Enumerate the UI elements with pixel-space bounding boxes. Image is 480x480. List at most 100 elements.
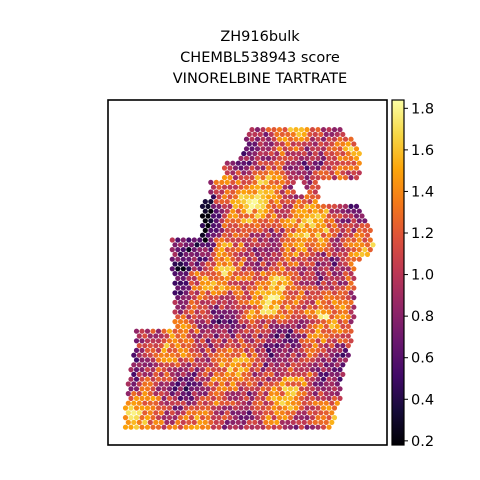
spot-1605 <box>243 376 250 382</box>
spot-1221 <box>298 328 305 334</box>
spot-1802 <box>252 400 258 406</box>
spot-1254 <box>263 333 269 339</box>
spot-1380 <box>304 347 310 353</box>
spot-1171 <box>241 323 247 329</box>
spot-557 <box>224 237 230 243</box>
spot-1332 <box>257 343 263 349</box>
spot-745 <box>260 261 266 267</box>
spot-1971 <box>329 419 335 425</box>
spot-1714 <box>197 391 203 397</box>
spot-1197 <box>166 328 173 334</box>
spot-1646 <box>252 381 258 387</box>
spot-1820 <box>133 405 140 411</box>
spot-1555 <box>186 371 192 377</box>
spot-1623 <box>125 381 131 387</box>
spot-318 <box>219 199 225 205</box>
spot-1524 <box>227 367 233 373</box>
spot-880 <box>271 280 277 286</box>
spot-1013 <box>276 299 283 305</box>
spot-1643 <box>235 381 241 387</box>
spot-817 <box>287 271 294 277</box>
spot-151 <box>285 160 291 166</box>
spot-1031 <box>197 304 203 310</box>
spot-1886 <box>285 410 291 416</box>
spot-1503 <box>329 362 335 368</box>
spot-448 <box>334 218 340 224</box>
spot-766 <box>191 266 197 272</box>
spot-1099 <box>208 314 214 320</box>
spot-1068 <box>216 309 222 315</box>
spot-1613 <box>287 376 294 382</box>
spot-1227 <box>331 328 338 334</box>
spot-35 <box>243 136 250 142</box>
spot-1280 <box>188 338 195 344</box>
spot-980 <box>279 295 285 301</box>
spot-1522 <box>216 367 222 373</box>
spot-230 <box>304 175 310 181</box>
spot-1854 <box>320 405 327 411</box>
spot-1425 <box>334 352 340 358</box>
spot-1152 <box>315 319 321 325</box>
spot-1470 <box>147 362 153 368</box>
spot-1570 <box>268 371 274 377</box>
spot-106 <box>296 151 302 157</box>
spot-1449 <box>249 357 255 363</box>
spot-892 <box>337 280 343 286</box>
spot-885 <box>298 280 305 286</box>
spot-1056 <box>334 304 340 310</box>
spot-1686 <box>260 386 266 392</box>
spot-1235 <box>158 333 164 339</box>
spot-594 <box>227 242 233 248</box>
spot-146 <box>257 160 263 166</box>
spot-1045 <box>274 304 280 310</box>
spot-1883 <box>268 410 274 416</box>
spot-1379 <box>298 347 305 353</box>
spot-1312 <box>147 343 153 349</box>
spot-1990 <box>221 424 228 430</box>
spot-1915 <box>232 415 239 421</box>
spot-705 <box>230 256 236 262</box>
spot-1905 <box>177 415 184 421</box>
spot-131 <box>309 155 316 161</box>
spot-435 <box>263 218 269 224</box>
spot-1494 <box>279 362 285 368</box>
spot-1828 <box>177 405 184 411</box>
spot-43 <box>287 136 294 142</box>
spot-1903 <box>166 415 173 421</box>
spot-1350 <box>139 347 145 353</box>
spot-409 <box>282 213 288 219</box>
spot-1008 <box>249 299 255 305</box>
spot-453 <box>362 218 368 224</box>
spot-606 <box>293 242 299 248</box>
spot-368 <box>219 208 225 214</box>
spot-410 <box>287 213 294 219</box>
spot-428 <box>224 218 230 224</box>
spot-864 <box>183 280 189 286</box>
spot-664 <box>205 251 211 257</box>
spot-138 <box>348 155 354 161</box>
spot-1855 <box>326 405 332 411</box>
spot-1811 <box>301 400 307 406</box>
spot-1501 <box>318 362 324 368</box>
spot-1075 <box>254 309 261 315</box>
spot-1313 <box>153 343 159 349</box>
spot-1852 <box>309 405 316 411</box>
spot-868 <box>205 280 211 286</box>
spot-1479 <box>197 362 203 368</box>
spot-1447 <box>238 357 244 363</box>
spot-2006 <box>309 424 316 430</box>
spot-1019 <box>309 299 316 305</box>
spot-733 <box>194 261 200 267</box>
spot-631 <box>224 247 230 253</box>
spot-1924 <box>282 415 288 421</box>
spot-1410 <box>252 352 258 358</box>
spot-1352 <box>150 347 156 353</box>
spot-1264 <box>318 333 324 339</box>
spot-1067 <box>210 309 217 315</box>
spot-135 <box>331 155 338 161</box>
spot-800 <box>194 271 200 277</box>
spot-1752 <box>194 395 200 401</box>
spot-1275 <box>161 338 167 344</box>
spot-287 <box>263 189 269 195</box>
spot-758 <box>331 261 338 267</box>
